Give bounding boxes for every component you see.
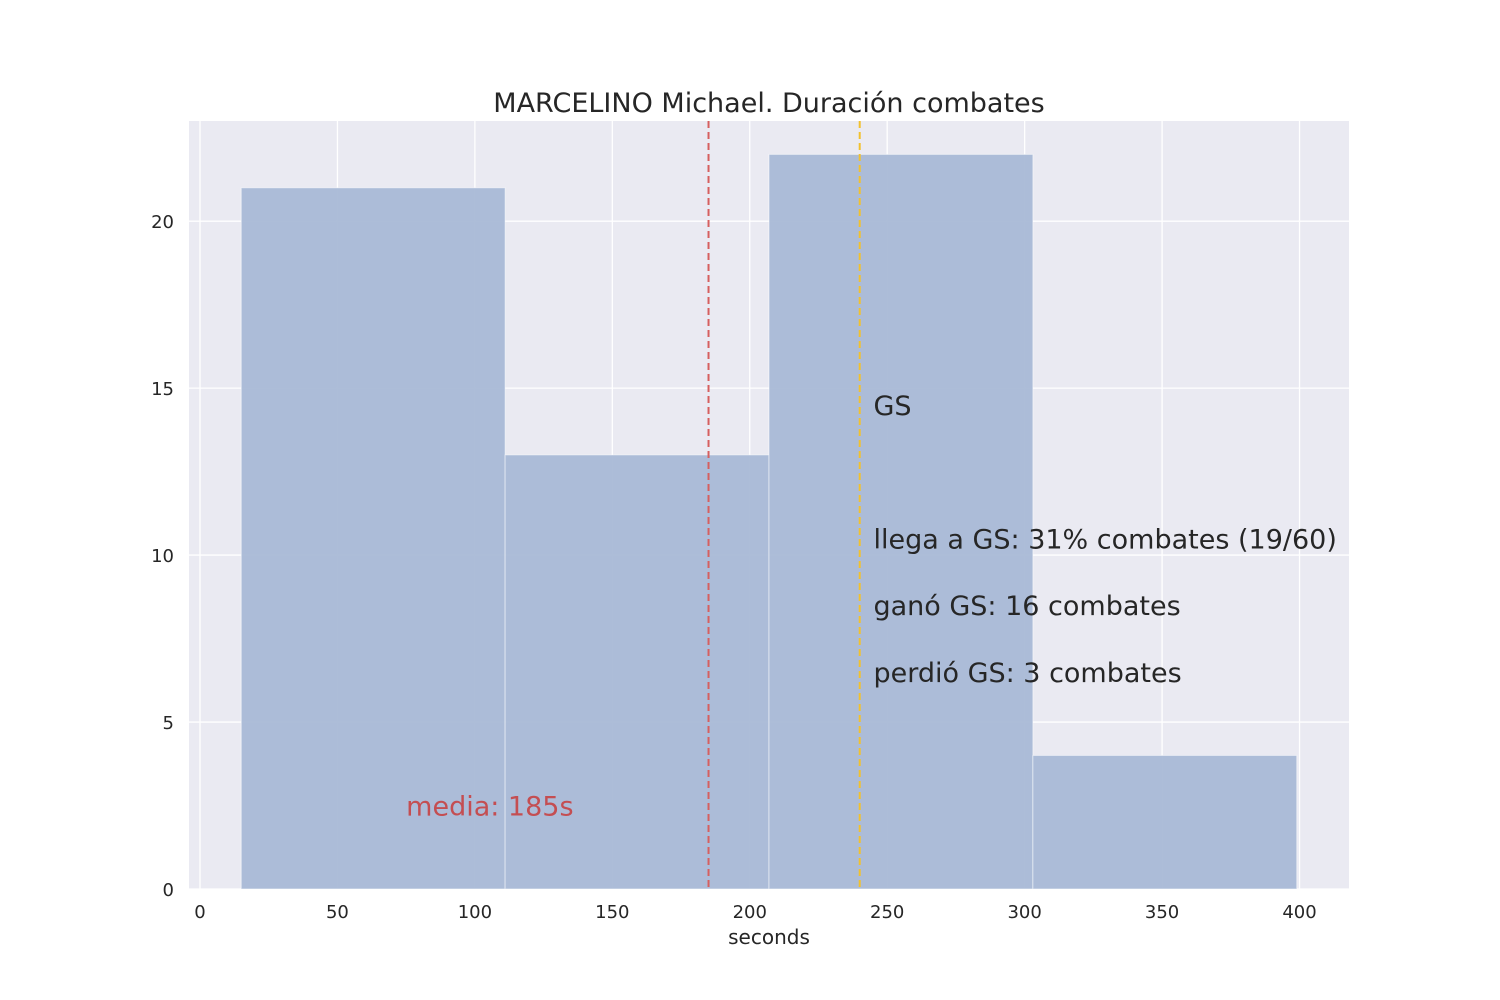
mean-label: media: 185s xyxy=(406,792,573,823)
x-axis-ticks: 0 50 100 150 200 250 300 350 400 xyxy=(194,902,1316,923)
reference-lines xyxy=(707,121,861,889)
histogram-bar-2 xyxy=(504,454,770,890)
y-tick-label: 20 xyxy=(151,212,174,233)
gs-won-label: ganó GS: 16 combates xyxy=(873,591,1180,622)
x-tick-label: 400 xyxy=(1282,902,1316,923)
x-tick-label: 50 xyxy=(326,902,349,923)
histogram-bar-3 xyxy=(768,153,1034,890)
y-tick-label: 10 xyxy=(151,546,174,567)
x-tick-label: 250 xyxy=(870,902,904,923)
gs-reach-label: llega a GS: 31% combates (19/60) xyxy=(873,524,1336,555)
histogram-bar-1 xyxy=(240,187,506,890)
histogram-bars xyxy=(240,153,1298,890)
histogram-bar-4 xyxy=(1032,754,1298,890)
x-tick-label: 200 xyxy=(733,902,767,923)
x-tick-label: 100 xyxy=(458,902,492,923)
y-tick-label: 15 xyxy=(151,379,174,400)
y-tick-label: 0 xyxy=(163,880,174,901)
x-tick-label: 150 xyxy=(595,902,629,923)
x-axis-label: seconds xyxy=(728,925,810,949)
chart-title: MARCELINO Michael. Duración combates xyxy=(493,88,1044,119)
x-tick-label: 0 xyxy=(194,902,205,923)
y-axis-ticks: 0 5 10 15 20 xyxy=(151,212,174,901)
annotations: media: 185s GS llega a GS: 31% combates (1… xyxy=(406,391,1337,823)
gs-lost-label: perdió GS: 3 combates xyxy=(873,658,1181,689)
x-tick-label: 350 xyxy=(1145,902,1179,923)
x-tick-label: 300 xyxy=(1007,902,1041,923)
y-tick-label: 5 xyxy=(163,713,174,734)
gs-label: GS xyxy=(873,391,911,422)
